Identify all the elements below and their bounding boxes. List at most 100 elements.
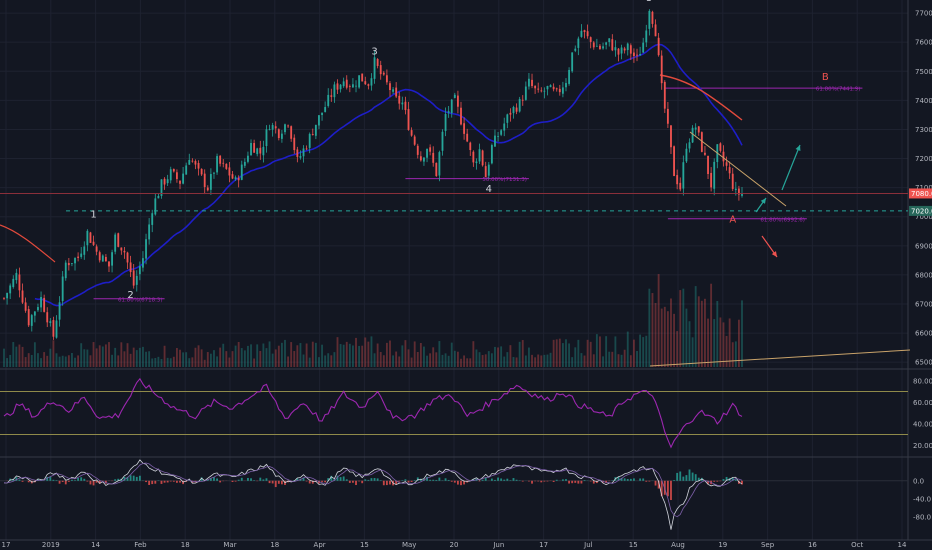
volume-bar [734, 341, 737, 367]
volume-trend-line [649, 349, 911, 367]
candle-body [157, 195, 160, 199]
wave-labels: 1 2 3 4 5 A B [90, 0, 829, 301]
volume-bar [398, 356, 401, 367]
volume-bar [296, 345, 299, 367]
candle-body [494, 135, 496, 147]
volume-bar [503, 356, 506, 367]
volume-bar [475, 349, 478, 367]
volume-bar [274, 349, 277, 367]
volume-bar [561, 343, 564, 367]
candle-body [552, 86, 555, 90]
volume-bar [268, 341, 271, 367]
volume-bar [466, 358, 469, 367]
candle-body [268, 129, 271, 131]
osc-histogram-bar [521, 480, 524, 482]
volume-bar [512, 357, 515, 367]
candle-body [639, 54, 642, 56]
candle-body [673, 146, 675, 177]
osc-histogram-bar [444, 478, 447, 481]
osc-histogram-bar [367, 479, 370, 481]
candle-body [262, 146, 265, 156]
osc-histogram-bar [413, 480, 416, 481]
volume-bar [636, 350, 638, 367]
osc-histogram-bar [605, 480, 608, 484]
candle-body [324, 107, 327, 112]
osc-histogram-bar [620, 477, 623, 481]
volume-bar [670, 298, 672, 367]
candle-body [98, 252, 101, 261]
candle-body [142, 258, 144, 268]
volume-bar [24, 357, 27, 367]
volume-bar [481, 355, 484, 367]
osc-histogram-bar [673, 480, 675, 481]
osc-histogram-bar [262, 479, 265, 481]
candle-body [713, 161, 716, 189]
candle-body [617, 48, 620, 55]
osc-tick-label: -80.0 [913, 514, 931, 522]
candle-body [657, 37, 660, 56]
osc-histogram-bar [339, 477, 342, 481]
volume-bar [330, 355, 333, 367]
osc-histogram-bar [389, 480, 391, 485]
volume-bar [367, 341, 370, 367]
candle-body [225, 163, 228, 169]
osc-histogram-bar [135, 476, 138, 481]
candle-body [213, 172, 215, 174]
osc-histogram-bar [342, 476, 345, 481]
moving-averages [0, 43, 743, 307]
candle-body [256, 148, 259, 155]
rsi-tick-label: 80.00 [913, 377, 932, 385]
osc-histogram-bar [308, 480, 311, 484]
osc-histogram-bar [490, 478, 493, 481]
osc-histogram-bar [259, 477, 262, 481]
osc-histogram-bar [376, 478, 379, 481]
volume-bar [83, 349, 86, 367]
volume-bar [302, 354, 305, 367]
volume-bar [342, 344, 345, 367]
osc-histogram-bar [324, 480, 327, 483]
candle-body [138, 266, 141, 275]
candle-body [126, 252, 129, 263]
osc-histogram-bar [77, 477, 80, 481]
osc-histogram-bar [209, 478, 212, 481]
osc-histogram-bar [679, 471, 682, 481]
candle-body [487, 164, 490, 176]
candle-body [651, 11, 654, 24]
candle-body [111, 252, 113, 266]
osc-histogram-bar [379, 480, 382, 481]
volume-bars [3, 274, 911, 367]
volume-bar [352, 345, 354, 367]
candle-body [114, 234, 117, 252]
candle-body [321, 112, 323, 116]
osc-histogram-bar [191, 480, 194, 483]
osc-histogram-bar [528, 480, 530, 482]
osc-histogram-bar [577, 480, 580, 484]
volume-bar [256, 344, 259, 367]
candle-body [392, 89, 394, 92]
volume-bar [132, 347, 135, 367]
wave-label: 4 [486, 184, 492, 195]
osc-histogram-bar [271, 480, 274, 484]
candle-body [447, 111, 450, 113]
volume-bar [694, 286, 697, 367]
volume-bar [685, 308, 688, 367]
volume-bar [262, 343, 265, 367]
volume-bar [271, 353, 274, 367]
level-price-tag [909, 205, 932, 216]
rsi-pane [0, 377, 908, 449]
candle-body [704, 152, 706, 155]
candle-body [259, 147, 262, 154]
volume-bar [175, 348, 178, 367]
osc-histogram-bar [52, 479, 55, 481]
volume-bar [240, 348, 243, 367]
volume-bar [172, 356, 175, 367]
osc-histogram-bar [416, 477, 419, 481]
volume-bar [231, 351, 234, 367]
osc-histogram-bar [123, 476, 126, 481]
candle-body [222, 162, 225, 164]
slow-ma-right [659, 74, 743, 121]
candle-body [271, 125, 274, 130]
wave-label: B [822, 72, 829, 83]
osc-histogram-bar [722, 479, 725, 481]
